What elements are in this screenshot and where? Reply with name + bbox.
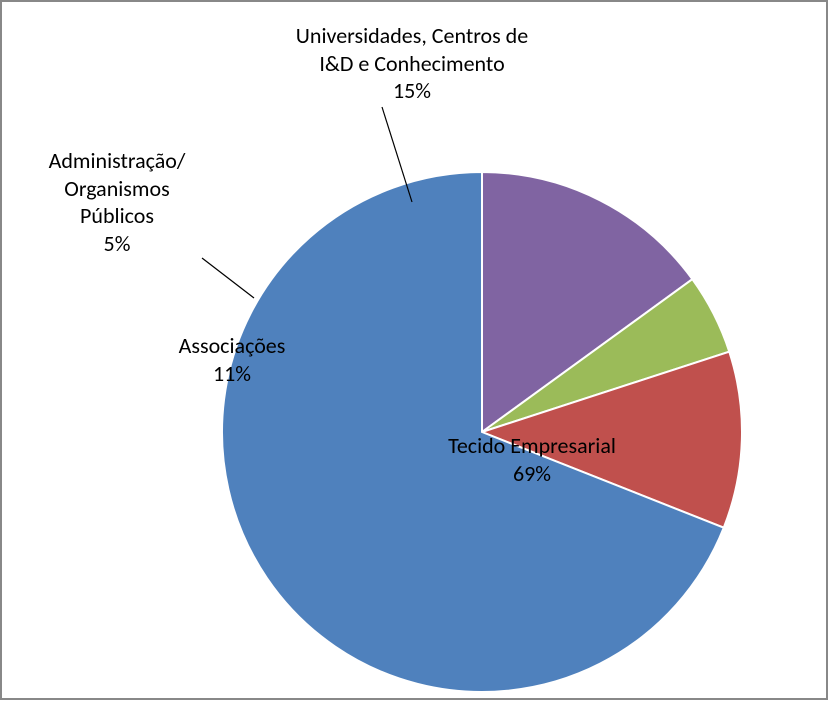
slice-label-associacoes: Associações 11%: [147, 332, 317, 387]
slice-label-universidades: Universidades, Centros de I&D e Conhecim…: [242, 22, 582, 105]
leader-line-administracao: [202, 258, 254, 298]
pie-chart-svg: [2, 2, 828, 702]
slice-label-administracao: Administração/ Organismos Públicos 5%: [12, 147, 222, 257]
pie-chart-frame: Universidades, Centros de I&D e Conhecim…: [0, 0, 828, 700]
slice-label-tecido: Tecido Empresarial 69%: [402, 432, 662, 487]
